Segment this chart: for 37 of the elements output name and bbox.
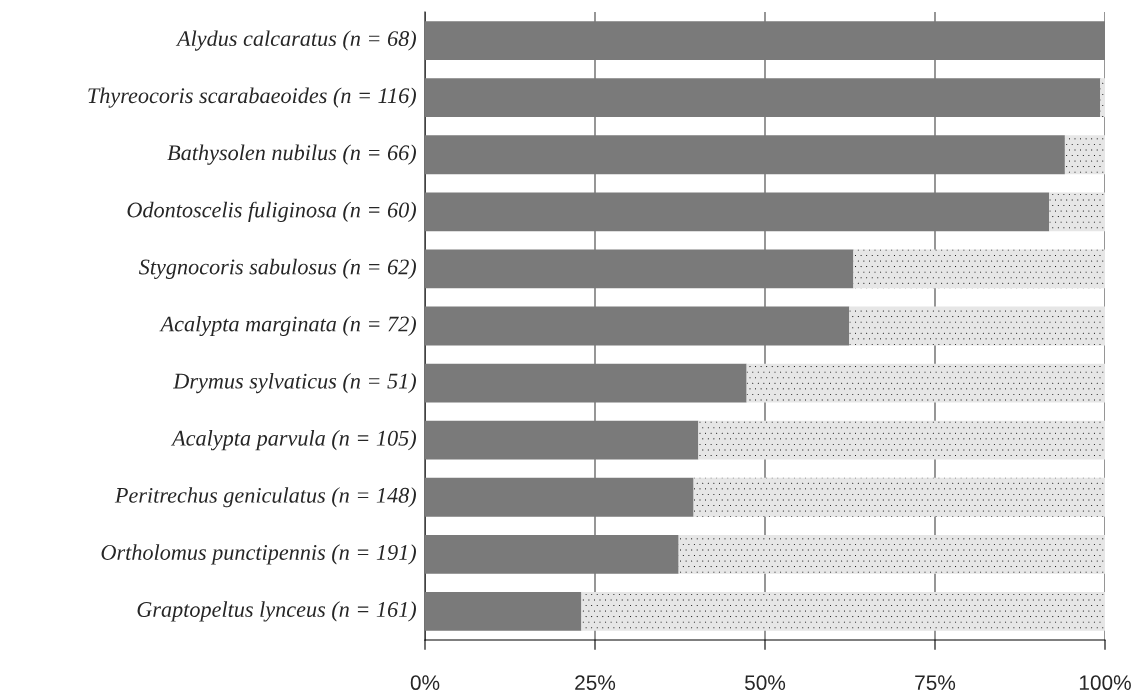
x-tick-label: 100%	[1079, 675, 1131, 691]
bar	[746, 363, 1105, 403]
bar	[698, 420, 1105, 460]
bar	[1049, 192, 1105, 232]
x-tick-label: 75%	[915, 675, 956, 691]
y-tick-label: Alydus calcaratus (n = 68)	[175, 30, 416, 51]
bar	[425, 21, 1105, 60]
y-tick-label: Drymus sylvaticus (n = 51)	[173, 372, 416, 394]
y-tick-label: Acalypta parvula (n = 105)	[170, 430, 416, 451]
bar	[581, 592, 1105, 631]
bar	[425, 534, 679, 574]
bar	[425, 249, 854, 289]
bar	[678, 534, 1105, 574]
bar	[853, 249, 1105, 289]
bar	[425, 135, 1065, 175]
y-tick-label: Acalypta marginata (n = 72)	[159, 315, 416, 337]
bar	[1064, 135, 1105, 175]
bar	[425, 306, 850, 346]
x-tick-label: 50%	[744, 675, 786, 691]
bar	[425, 477, 694, 517]
bar	[425, 192, 1050, 232]
y-tick-label: Thyreocoris scarabaeoides (n = 116)	[88, 87, 416, 108]
y-tick-label: Odontoscelis fuliginosa (n = 60)	[127, 201, 416, 223]
bar	[425, 420, 699, 460]
x-tick-label: 25%	[575, 675, 616, 691]
y-tick-label: Stygnocoris sabulosus (n = 62)	[138, 258, 416, 280]
bar	[425, 592, 582, 631]
bar	[849, 306, 1105, 346]
bar	[425, 78, 1101, 118]
y-tick-label: Graptopeltus lynceus (n = 161)	[137, 601, 416, 622]
y-tick-label: Bathysolen nubilus (n = 66)	[167, 144, 416, 165]
y-tick-label: Ortholomus punctipennis (n = 191)	[101, 544, 416, 565]
bar	[693, 477, 1105, 517]
bar	[425, 363, 747, 403]
bar	[1100, 78, 1105, 118]
x-tick-label: 0%	[410, 675, 440, 691]
y-tick-label: Peritrechus geniculatus (n = 148)	[114, 487, 416, 508]
